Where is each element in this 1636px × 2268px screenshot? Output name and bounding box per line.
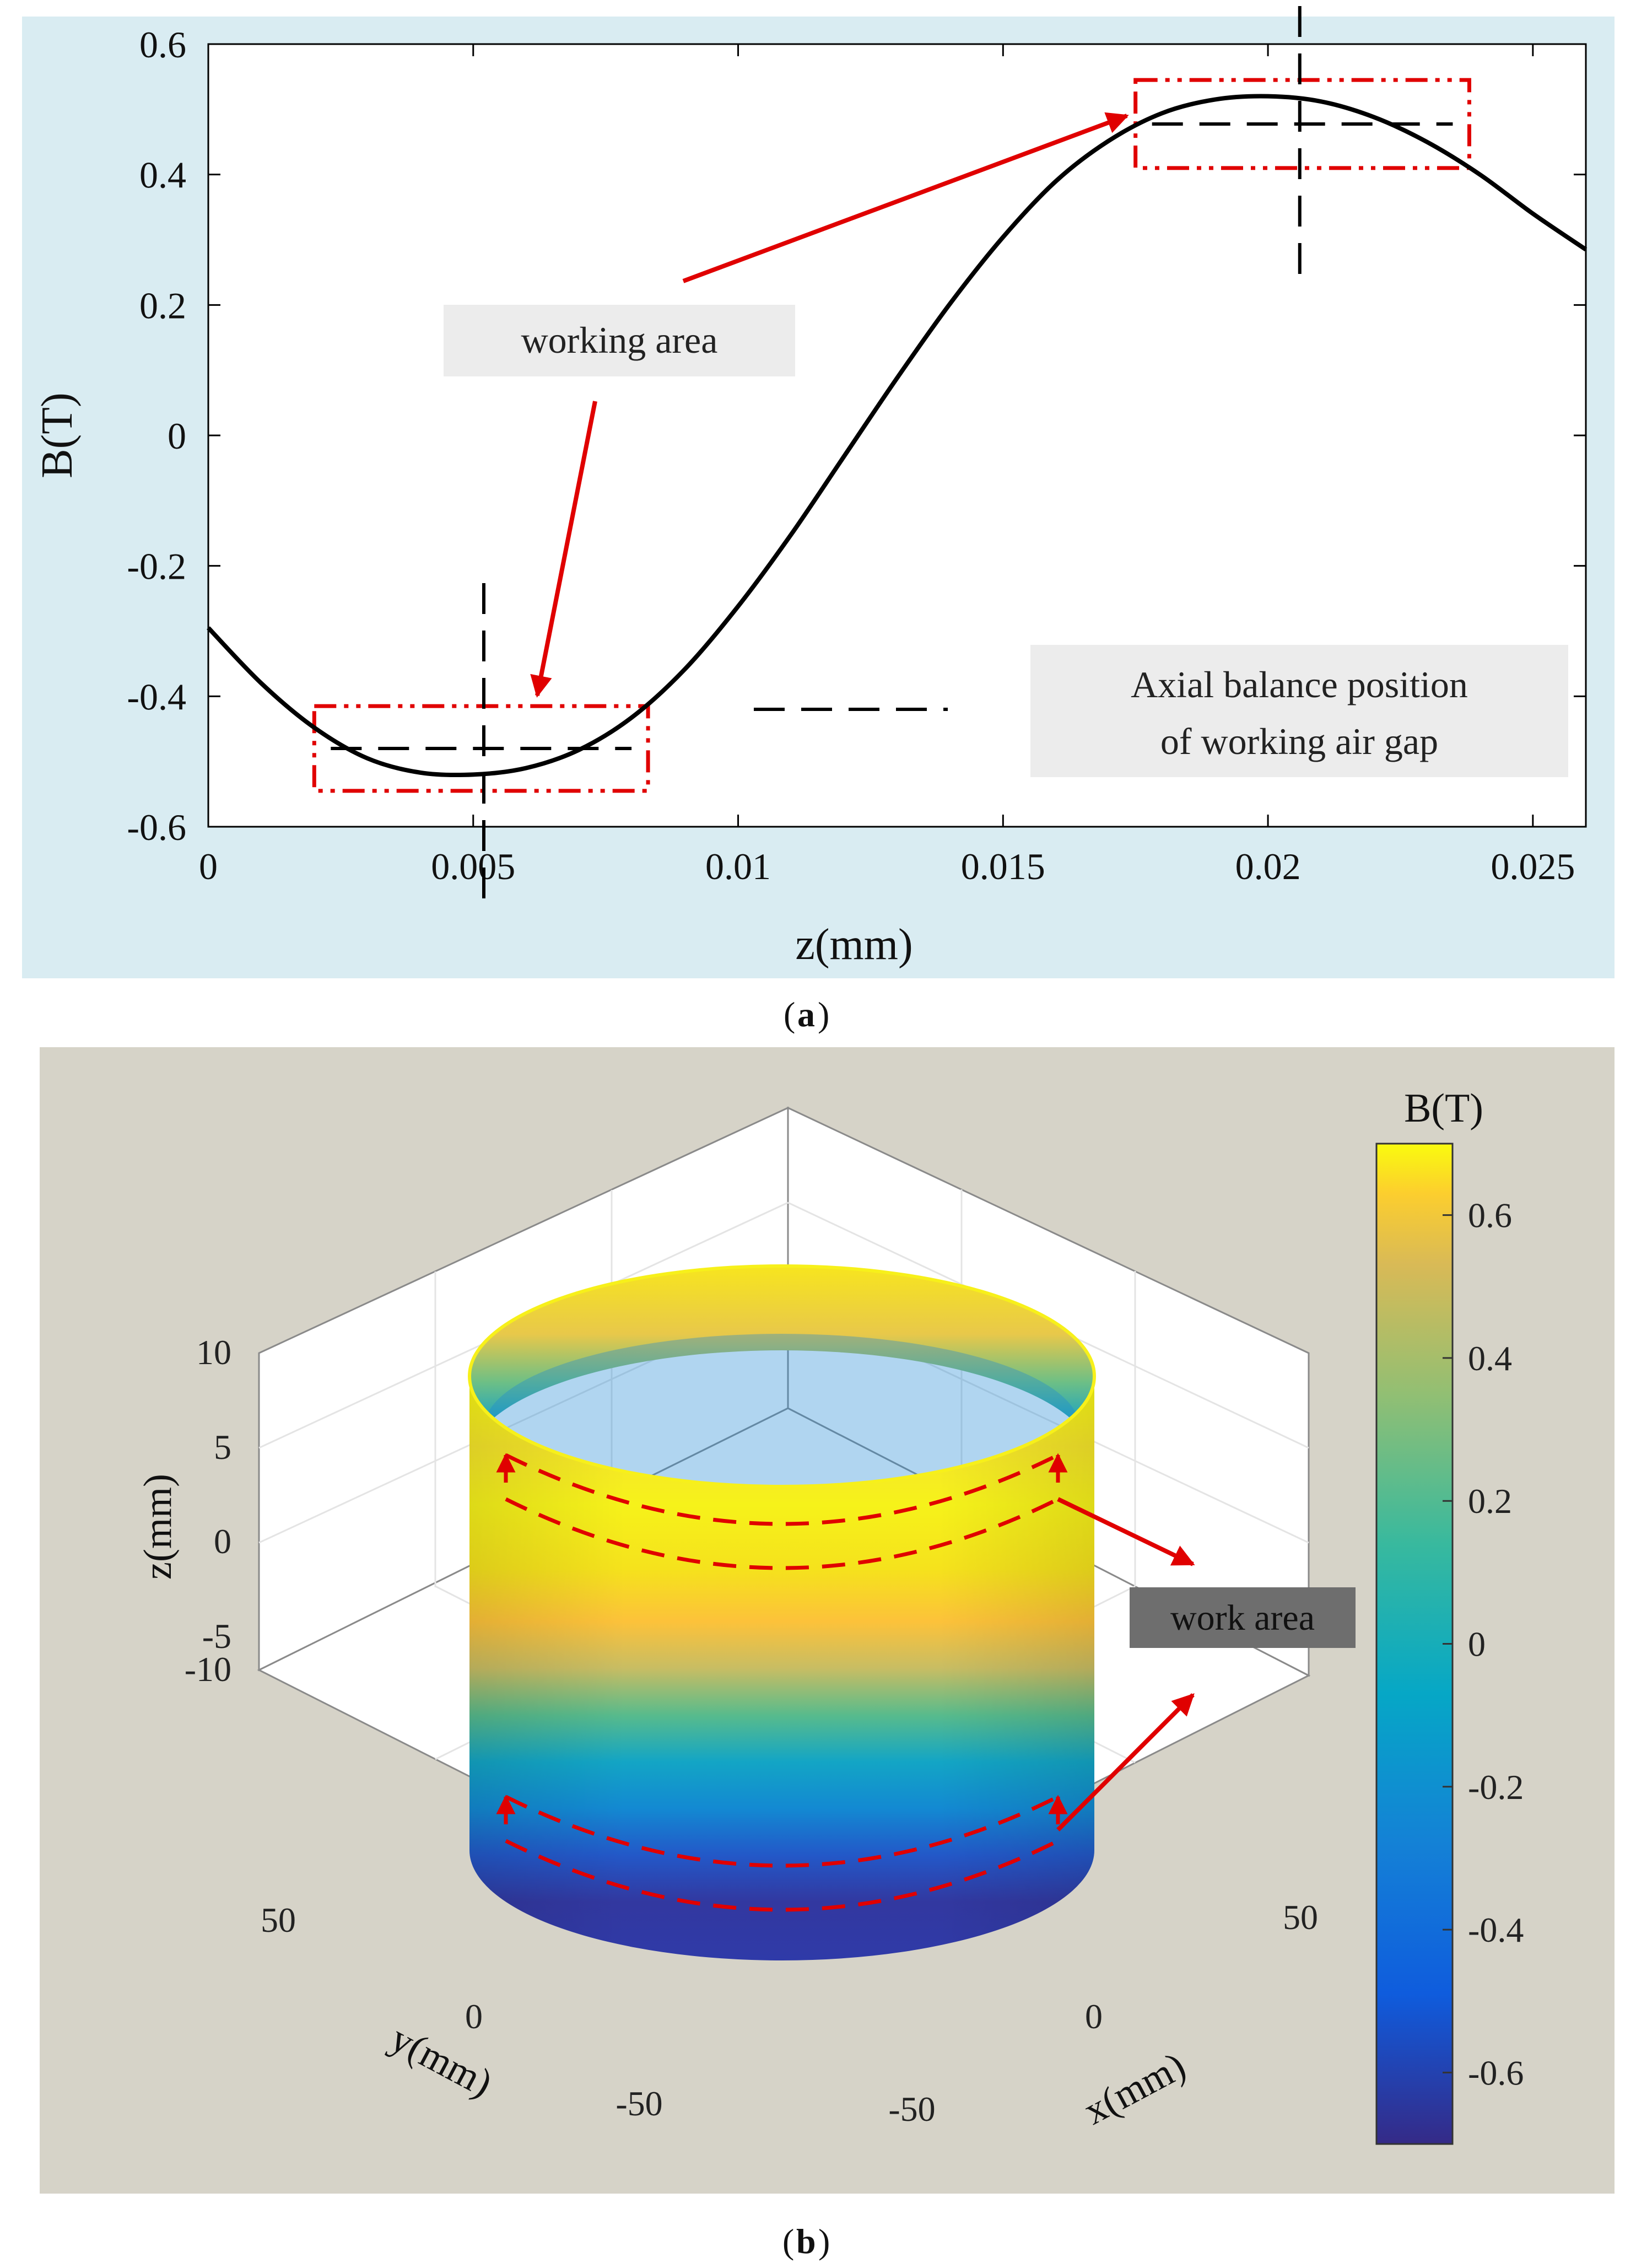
colorbar-tick-label: 0.6 (1468, 1196, 1512, 1235)
y-tick-label: 0 (168, 415, 186, 457)
y-tick-label: 0.4 (139, 154, 186, 196)
working-area-label-box (444, 305, 795, 376)
caption-b-close: ) (818, 2222, 830, 2261)
x-tick-label: 0.02 (1235, 845, 1301, 887)
working-region-box (312, 704, 650, 793)
panel-a-xlabel: z(mm) (795, 920, 913, 969)
x-tick-labels: 50 0 -50 (888, 1898, 1318, 2129)
working-area-arrow-down (530, 401, 597, 698)
x-tick-label: 0 (1085, 1997, 1103, 2036)
work-area-label-box (1130, 1587, 1356, 1648)
cylinder-inner-wall (469, 1266, 1094, 1461)
working-area-label: working area (521, 319, 718, 361)
z-tick-label: -5 (202, 1617, 231, 1656)
y-tick-label: -0.2 (127, 546, 186, 588)
x-tick-label: 0.025 (1491, 845, 1575, 887)
colorbar-tick-label: -0.2 (1468, 1768, 1524, 1807)
panel-b: work area 10 5 0 -5 -10 z(mm) 50 0 -50 y… (40, 1047, 1615, 2194)
colorbar-tick-label: 0.4 (1468, 1339, 1512, 1378)
x-tick-label: 0 (199, 845, 218, 887)
y-tick-label: 50 (261, 1900, 296, 1940)
colorbar-tick-label: 0.2 (1468, 1482, 1512, 1521)
caption-b-open: ( (782, 2222, 794, 2261)
y-tick-labels: 50 0 -50 (261, 1900, 663, 2123)
colorbar-ticks: 0.6 0.4 0.2 0 -0.2 -0.4 -0.6 (1443, 1196, 1524, 2092)
work-area-arrow-up (1057, 1497, 1195, 1566)
axial-balance-label-box (1030, 645, 1568, 777)
cylinder-shading (469, 1376, 1094, 1960)
b-field-curve (207, 94, 1588, 778)
x-tick-label: 0.01 (705, 845, 771, 887)
y-tick-label: 0.6 (139, 24, 186, 66)
panel-a-ticks: 0 0.005 0.01 0.015 0.02 0.025 0.6 0.4 0.2 0 -0.2 -0… (127, 24, 1586, 887)
colorbar-tick-label: -0.6 (1468, 2053, 1524, 2092)
work-area-bands (505, 1453, 1059, 1912)
y-tick-label: -0.4 (127, 676, 186, 718)
z-tick-label: 0 (214, 1522, 231, 1561)
work-area-band-caps (496, 1453, 1068, 1824)
panel-a: 0 0.005 0.01 0.015 0.02 0.025 0.6 0.4 0.2 0 -0.2 -0… (22, 0, 1615, 978)
work-area-label: work area (1170, 1598, 1315, 1638)
x-tick-label: 0.015 (961, 845, 1045, 887)
caption-a-close: ) (818, 995, 829, 1034)
colorbar-tick-label: -0.4 (1468, 1910, 1524, 1949)
upper-band-bottom (505, 1497, 1059, 1570)
z-axis-label: z(mm) (136, 1474, 180, 1580)
y-tick-label: -0.6 (127, 806, 186, 848)
caption-a-open: ( (784, 995, 795, 1034)
upper-band-top (505, 1453, 1059, 1526)
colorbar-tick-label: 0 (1468, 1625, 1486, 1664)
work-area-arrow-down (1056, 1693, 1195, 1831)
z-tick-label: 5 (214, 1427, 231, 1467)
lower-band-top (505, 1795, 1059, 1868)
lower-band-bottom (505, 1839, 1059, 1912)
axial-balance-label-line2: of working air gap (1160, 720, 1438, 762)
z-tick-label: 10 (196, 1333, 231, 1372)
z-tick-label: -10 (185, 1650, 231, 1689)
cylinder-rim (468, 1264, 1096, 1488)
caption-b: b (796, 2222, 816, 2261)
x-tick-label: 50 (1283, 1898, 1318, 1937)
working-area-arrow-up (682, 112, 1129, 283)
caption-a: a (797, 995, 815, 1034)
b-field-cylinder (468, 1264, 1096, 1960)
z-tick-labels: 10 5 0 -5 -10 (185, 1333, 231, 1689)
y-tick-label: -50 (615, 2084, 662, 2123)
colorbar (1375, 1143, 1454, 2145)
x-tick-label: -50 (888, 2089, 935, 2129)
panel-a-ylabel: B(T) (33, 392, 82, 478)
y-tick-label: 0.2 (139, 284, 186, 326)
y-tick-label: 0 (465, 1997, 483, 2036)
x-tick-label: 0.005 (431, 845, 515, 887)
axial-balance-label-line1: Axial balance position (1131, 664, 1468, 705)
colorbar-title: B(T) (1404, 1086, 1483, 1131)
